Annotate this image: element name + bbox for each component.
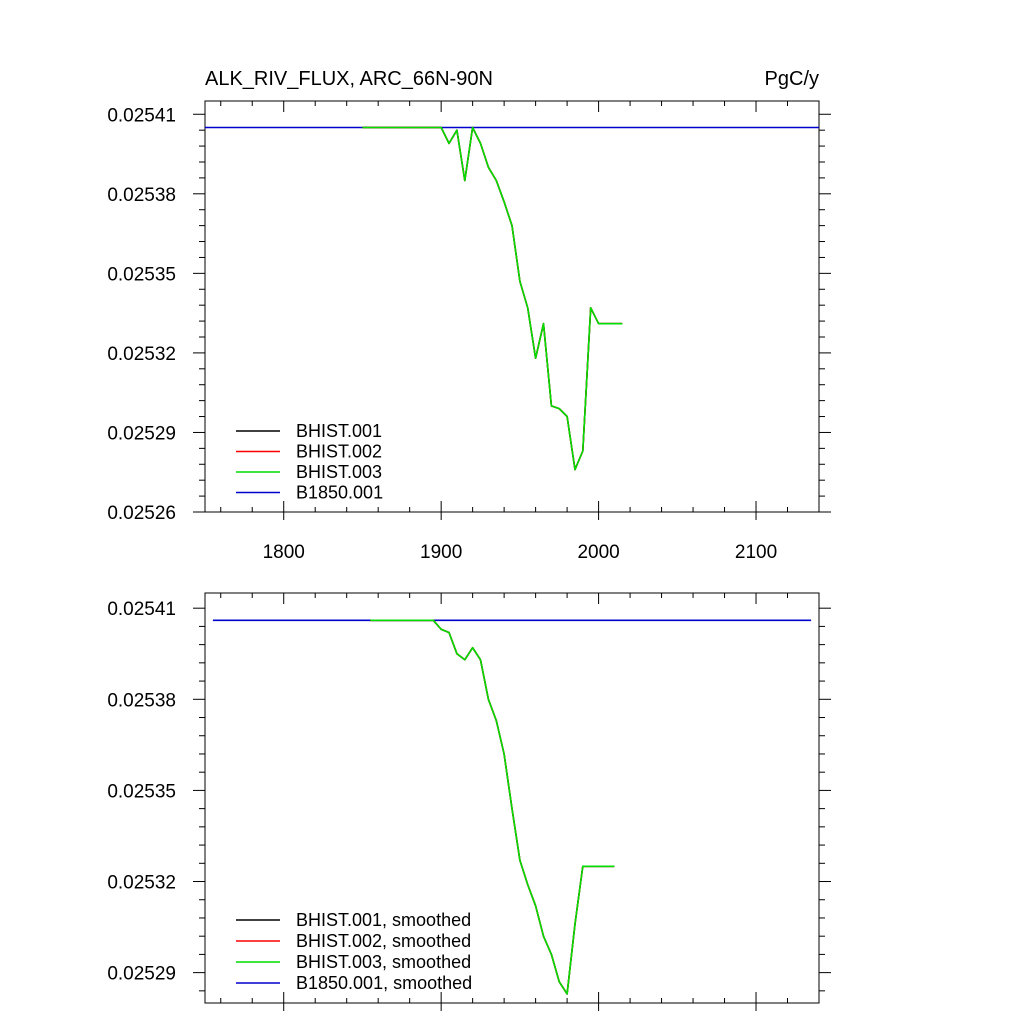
- y-tick-label: 0.02529: [107, 423, 176, 444]
- chart-title: ALK_RIV_FLUX, ARC_66N-90N: [205, 68, 493, 90]
- y-tick-label: 0.02541: [107, 105, 176, 126]
- x-tick-label: 2100: [735, 542, 777, 563]
- y-tick-label: 0.02535: [107, 781, 176, 802]
- y-tick-label: 0.02538: [107, 690, 176, 711]
- legend-label: BHIST.002: [296, 442, 382, 462]
- y-tick-label: 0.02541: [107, 599, 176, 620]
- series-line-bhist-002: [362, 126, 623, 471]
- series-line-bhist-001: [362, 126, 623, 471]
- y-tick-label: 0.02538: [107, 185, 176, 206]
- legend-label: BHIST.002, smoothed: [296, 931, 471, 951]
- legend-label: B1850.001: [296, 483, 383, 503]
- plot-frame: [204, 100, 820, 513]
- top-panel: 1800 1900 2000 2100 0.02526 0.02529 0.02532 0.0…: [107, 68, 831, 563]
- y-tick-label: 0.02535: [107, 264, 176, 285]
- legend-label: BHIST.003, smoothed: [296, 952, 471, 972]
- series-line-bhist-003-smoothed: [370, 619, 615, 995]
- y-tick-label: 0.02529: [107, 964, 176, 985]
- x-tick-label: 2000: [577, 542, 619, 563]
- legend-label: BHIST.001, smoothed: [296, 910, 471, 930]
- legend-label: BHIST.003: [296, 462, 382, 482]
- y-tick-label: 0.02526: [107, 503, 176, 524]
- legend-label: B1850.001, smoothed: [296, 973, 472, 993]
- y-tick-label: 0.02532: [107, 344, 176, 365]
- series-line-bhist-003: [362, 126, 623, 471]
- x-tick-label: 1900: [420, 542, 462, 563]
- x-tick-label: 1800: [263, 542, 305, 563]
- bottom-panel: 0.02529 0.02532 0.02535 0.02538 0.02541 BHIST…: [107, 592, 831, 1011]
- legend-label: BHIST.001: [296, 421, 382, 441]
- y-tick-label: 0.02532: [107, 873, 176, 894]
- chart-units: PgC/y: [765, 68, 819, 90]
- plot-frame: [204, 592, 820, 1004]
